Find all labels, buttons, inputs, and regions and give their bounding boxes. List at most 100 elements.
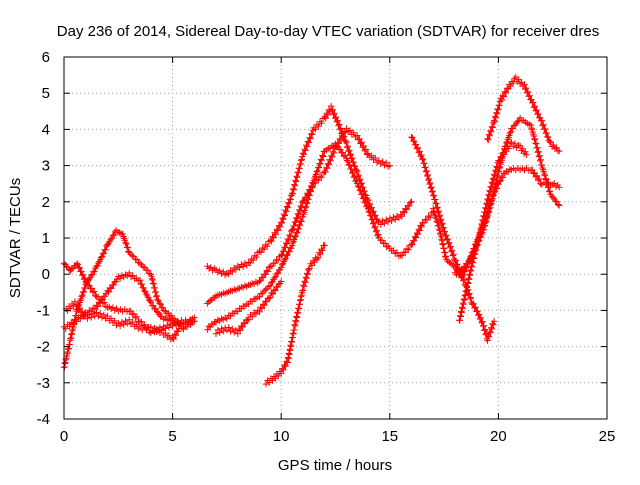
data-point [245,259,252,266]
data-point [539,122,546,129]
data-point [537,180,544,187]
data-point [361,147,368,155]
data-point [367,212,375,220]
data-point [107,236,114,243]
data-point [114,228,121,236]
data-point [75,264,82,271]
data-point [412,141,420,148]
data-point [292,232,299,240]
data-point [278,219,286,227]
data-point [475,238,482,245]
data-point [411,237,418,245]
data-point [302,204,309,212]
data-point [427,179,434,187]
data-point [265,283,272,290]
y-tick-label: -3 [37,375,50,392]
data-point [207,323,214,331]
data-point [257,249,265,256]
data-point [375,231,382,238]
data-point [360,194,368,202]
data-point [267,263,274,270]
data-point [175,325,183,332]
data-point [363,151,371,158]
data-point [225,270,232,278]
data-point [92,292,99,299]
data-point [267,282,274,289]
data-point [386,162,393,169]
data-point [229,325,236,333]
data-point [366,209,373,216]
data-point [94,303,101,310]
data-point [356,175,364,183]
data-point [314,254,322,261]
data-point [303,199,311,207]
data-point [532,140,540,147]
x-tick-label: 15 [381,428,398,445]
data-point [392,216,399,223]
data-point [79,292,86,299]
data-point [288,242,296,249]
data-point [110,281,117,289]
data-point [160,307,168,314]
data-point [289,226,296,233]
data-point [307,135,314,142]
data-point [378,237,386,244]
data-point [77,315,84,323]
data-point [556,202,563,209]
data-point [419,156,427,163]
data-point [489,180,496,187]
data-point [225,324,232,331]
data-point [282,363,289,370]
data-point [552,183,560,190]
data-point [480,322,487,329]
data-point [318,157,325,164]
data-point [174,328,182,335]
data-point [141,287,148,295]
data-point [124,320,131,327]
y-tick-label: 6 [42,49,50,66]
series-track-8 [212,278,285,337]
data-point [496,102,503,109]
data-point [339,133,347,140]
data-point [430,192,437,199]
data-point [324,111,332,118]
data-point [354,132,361,139]
data-point [269,290,276,298]
data-point [494,164,501,171]
data-point [355,183,363,191]
data-point [444,235,451,243]
data-point [508,139,515,146]
data-point [499,149,506,157]
data-point [274,269,282,277]
data-point [297,202,304,210]
data-point [111,317,118,325]
data-point [212,330,220,337]
series-track-3 [60,269,198,332]
data-point [337,136,345,144]
data-point [120,321,127,328]
data-point [98,253,106,260]
data-point [298,218,305,225]
series-track-14 [456,139,530,324]
data-point [318,120,325,127]
data-point [171,331,178,338]
data-point [211,294,218,301]
data-point [433,218,440,225]
data-point [440,224,447,231]
data-point [102,246,109,254]
data-point [251,252,258,259]
data-point [338,131,346,139]
data-point [68,265,75,273]
data-point [259,244,266,252]
data-point [234,330,241,337]
data-point [283,208,290,215]
data-point [449,252,456,259]
data-point [278,278,285,285]
data-point [264,268,272,275]
data-point [503,139,510,147]
data-point [256,248,263,255]
data-point [291,182,299,189]
data-point [448,247,456,254]
data-point [328,102,335,110]
